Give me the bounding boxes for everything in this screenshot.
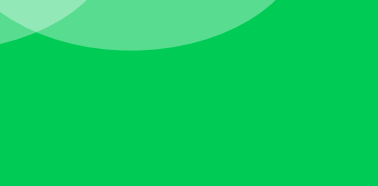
Text: 2: 2	[322, 168, 328, 177]
Ellipse shape	[0, 0, 307, 51]
Ellipse shape	[0, 0, 118, 51]
Text: Carboxylate accepts H: Carboxylate accepts H	[19, 166, 159, 176]
Text: Phosphinate shuns H: Phosphinate shuns H	[212, 166, 344, 176]
Text: O: O	[329, 166, 338, 176]
Text: 2: 2	[129, 168, 135, 177]
Text: O: O	[136, 166, 145, 176]
